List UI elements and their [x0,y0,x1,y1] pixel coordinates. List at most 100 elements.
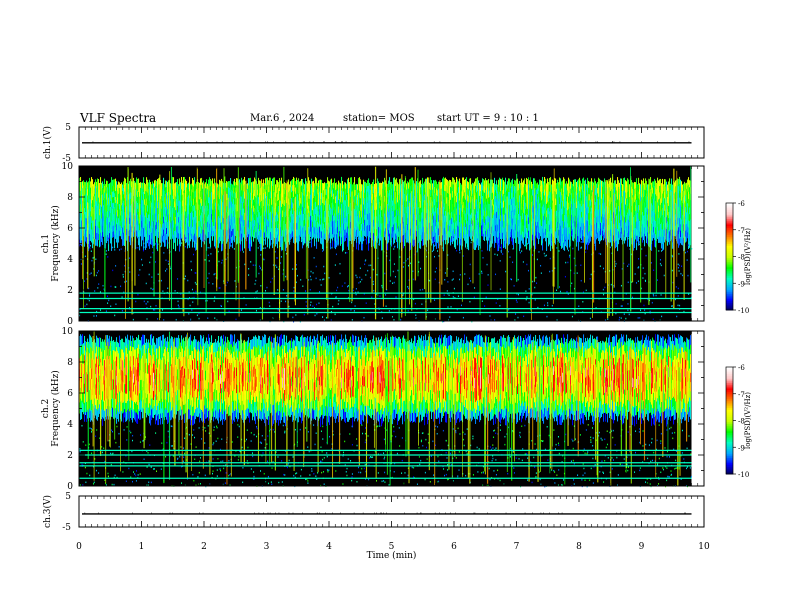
spectrogram-cell [324,204,326,211]
spectrogram-cell [329,232,331,239]
spectrogram-cell [512,185,514,193]
spectrogram-cell [511,186,513,193]
spectrogram-cell [258,222,260,230]
spectrogram-cell [391,181,393,189]
spectrogram-cell [392,221,394,228]
spectrogram-cell [180,239,182,247]
spectrogram-cell [185,179,187,187]
spectrogram-cell [130,211,132,219]
spectrogram-cell [512,191,514,199]
spectrogram-cell [505,177,507,186]
spectrogram-cell [367,219,369,226]
spectrogram-cell [135,195,137,203]
spectrogram-cell [542,191,544,200]
spectrogram-cell [546,203,548,211]
spectrogram-cell [451,229,453,237]
spectrogram-cell [471,218,473,225]
spectrogram-cell [252,225,254,232]
spectrogram-cell [403,214,405,222]
spectrogram-cell [409,193,411,202]
spectrogram-cell [98,227,100,235]
spectrogram-cell [338,199,340,207]
spectrogram-cell [506,190,508,197]
spectrogram-cell [426,205,428,214]
spectrogram-cell [148,239,150,247]
spectrogram-cell [513,203,515,211]
spectrogram-cell [105,184,107,191]
spectrogram-cell [300,203,302,210]
spectrogram-cell [266,189,268,196]
spectrogram-cell [370,184,372,191]
spectrogram-cell [251,188,253,196]
spectrogram-cell [271,198,273,205]
spectrogram-cell [524,178,526,185]
spectrogram-cell [151,184,153,191]
spectrogram-cell [363,216,365,223]
spectrogram-cell [162,200,164,207]
spectrogram-cell [156,215,158,223]
spectrogram-cell [265,231,267,239]
spectrogram-cell [121,210,123,217]
spectrogram-cell [293,203,295,211]
spectrogram-cell [107,192,109,200]
spectrogram-cell [495,236,497,243]
spectrogram-cell [241,221,243,228]
spectrogram-cell [267,233,269,241]
spectrogram-cell [254,231,256,239]
spectrogram-cell [384,219,386,226]
spectrogram-cell [207,199,209,206]
spectrogram-cell [310,183,312,190]
spectrogram-cell [349,199,351,206]
spectrogram-cell [297,229,299,237]
spectrogram-cell [338,212,340,220]
spectrogram-cell [373,219,375,227]
spectrogram-cell [517,202,519,209]
spectrogram-cell [232,241,234,249]
spectrogram-cell [220,222,222,230]
spectrogram-cell [433,187,435,195]
spectrogram-cell [475,185,477,194]
spectrogram-cell [448,230,450,237]
spectrogram-cell [244,240,246,249]
spectrogram-cell [493,230,495,237]
spectrogram-cell [149,221,151,229]
spectrogram-cell [229,194,231,202]
spectrogram-cell [510,215,512,221]
spectrogram-cell [276,180,278,187]
spectrogram-cell [106,180,108,188]
spectrogram-cell [311,206,313,214]
spectrogram-cell [545,197,547,205]
spectrogram-cell [292,179,294,186]
spectrogram-cell [367,213,369,220]
spectrogram-cell [314,195,316,203]
spectrogram-cell [81,181,83,189]
spectrogram-cell [526,220,528,229]
spectrogram-cell [368,200,370,208]
spectrogram-cell [437,184,439,191]
spectrogram-cell [482,230,484,237]
spectrogram-cell [276,211,278,219]
spectrogram-cell [470,214,472,221]
spectrogram-cell [309,228,311,235]
spectrogram-cell [368,214,370,222]
spectrogram-cell [538,226,540,233]
spectrogram-cell [328,228,330,235]
spectrogram-cell [514,197,516,204]
spectrogram-cell [130,225,132,232]
spectrogram-cell [233,210,235,217]
spectrogram-cell [508,218,510,226]
spectrogram-cell [230,211,232,219]
spectrogram-cell [538,190,540,197]
spectrogram-cell [410,214,412,222]
spectrogram-cell [443,176,445,185]
spectrogram-cell [167,201,169,209]
spectrogram-cell [204,208,206,215]
spectrogram-cell [188,182,190,190]
spectrogram-cell [536,207,538,214]
spectrogram-cell [227,211,229,218]
spectrogram-cell [266,177,268,185]
spectrogram-cell [313,208,315,215]
spectrogram-cell [442,191,444,198]
spectrogram-cell [316,192,318,200]
